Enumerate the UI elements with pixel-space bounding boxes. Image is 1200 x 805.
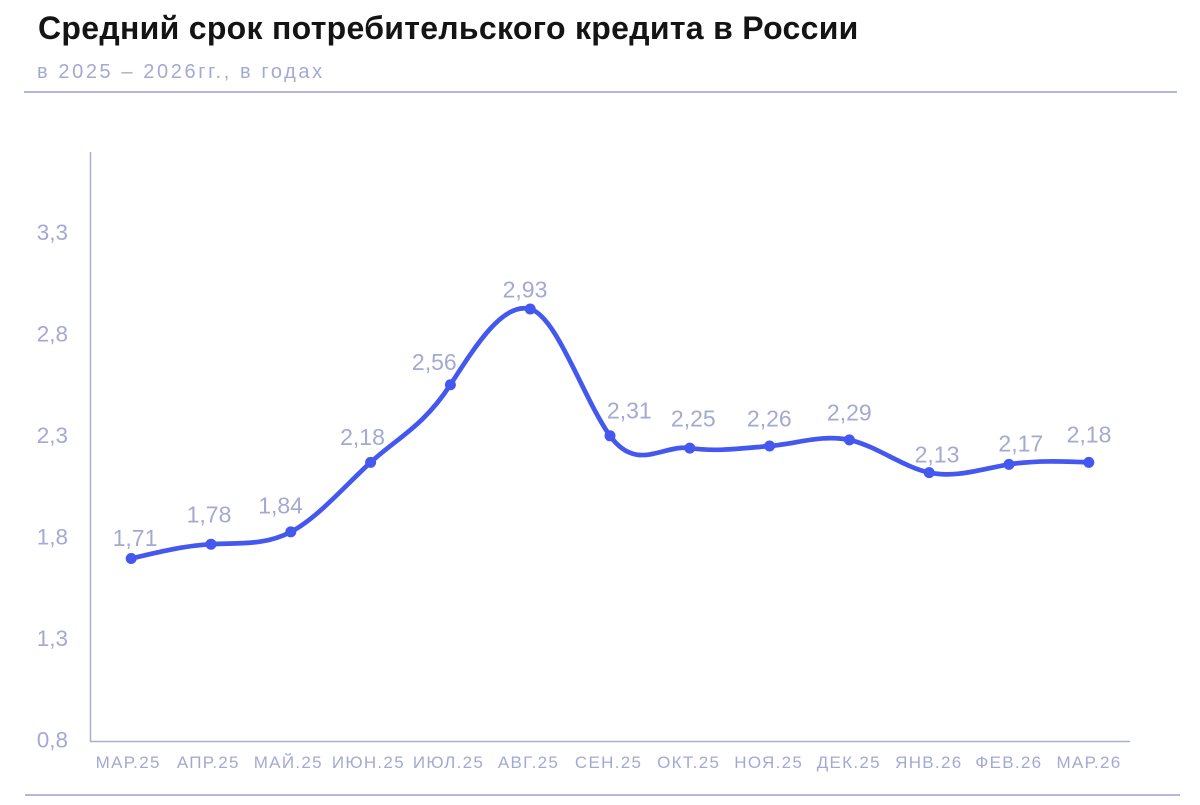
- svg-text:МАЙ.25: МАЙ.25: [254, 753, 323, 772]
- svg-text:1,78: 1,78: [187, 502, 232, 528]
- svg-text:в 2025 – 2026гг., в годах: в 2025 – 2026гг., в годах: [37, 61, 325, 83]
- svg-text:2,3: 2,3: [37, 423, 68, 448]
- svg-text:СЕН.25: СЕН.25: [575, 753, 642, 772]
- svg-text:2,29: 2,29: [827, 400, 872, 426]
- svg-text:МАР.26: МАР.26: [1056, 753, 1121, 772]
- svg-text:ИЮЛ.25: ИЮЛ.25: [413, 753, 484, 772]
- svg-text:2,8: 2,8: [37, 322, 68, 347]
- svg-text:1,71: 1,71: [113, 525, 158, 551]
- svg-text:1,8: 1,8: [37, 525, 68, 550]
- svg-text:2,17: 2,17: [998, 431, 1043, 457]
- svg-text:2,18: 2,18: [340, 424, 385, 450]
- svg-text:ЯНВ.26: ЯНВ.26: [895, 753, 962, 772]
- svg-text:2,56: 2,56: [412, 349, 457, 375]
- svg-text:АВГ.25: АВГ.25: [498, 753, 559, 772]
- svg-text:0,8: 0,8: [37, 728, 68, 753]
- svg-text:МАР.25: МАР.25: [96, 753, 161, 772]
- svg-text:2,18: 2,18: [1067, 422, 1112, 448]
- svg-text:2,93: 2,93: [503, 277, 548, 303]
- svg-text:НОЯ.25: НОЯ.25: [734, 753, 803, 772]
- svg-text:2,13: 2,13: [915, 442, 960, 468]
- svg-text:1,3: 1,3: [37, 626, 68, 651]
- svg-text:ИЮН.25: ИЮН.25: [332, 753, 405, 772]
- svg-text:ОКТ.25: ОКТ.25: [657, 753, 720, 772]
- svg-text:ДЕК.25: ДЕК.25: [817, 753, 881, 772]
- svg-text:2,25: 2,25: [671, 406, 716, 432]
- svg-text:3,3: 3,3: [37, 220, 68, 245]
- svg-text:АПР.25: АПР.25: [177, 753, 240, 772]
- svg-text:2,26: 2,26: [747, 406, 792, 432]
- svg-text:ФЕВ.26: ФЕВ.26: [975, 753, 1042, 772]
- svg-text:2,31: 2,31: [607, 398, 652, 424]
- svg-text:Средний срок потребительского: Средний срок потребительского кредита в …: [38, 10, 859, 46]
- svg-text:1,84: 1,84: [258, 493, 303, 519]
